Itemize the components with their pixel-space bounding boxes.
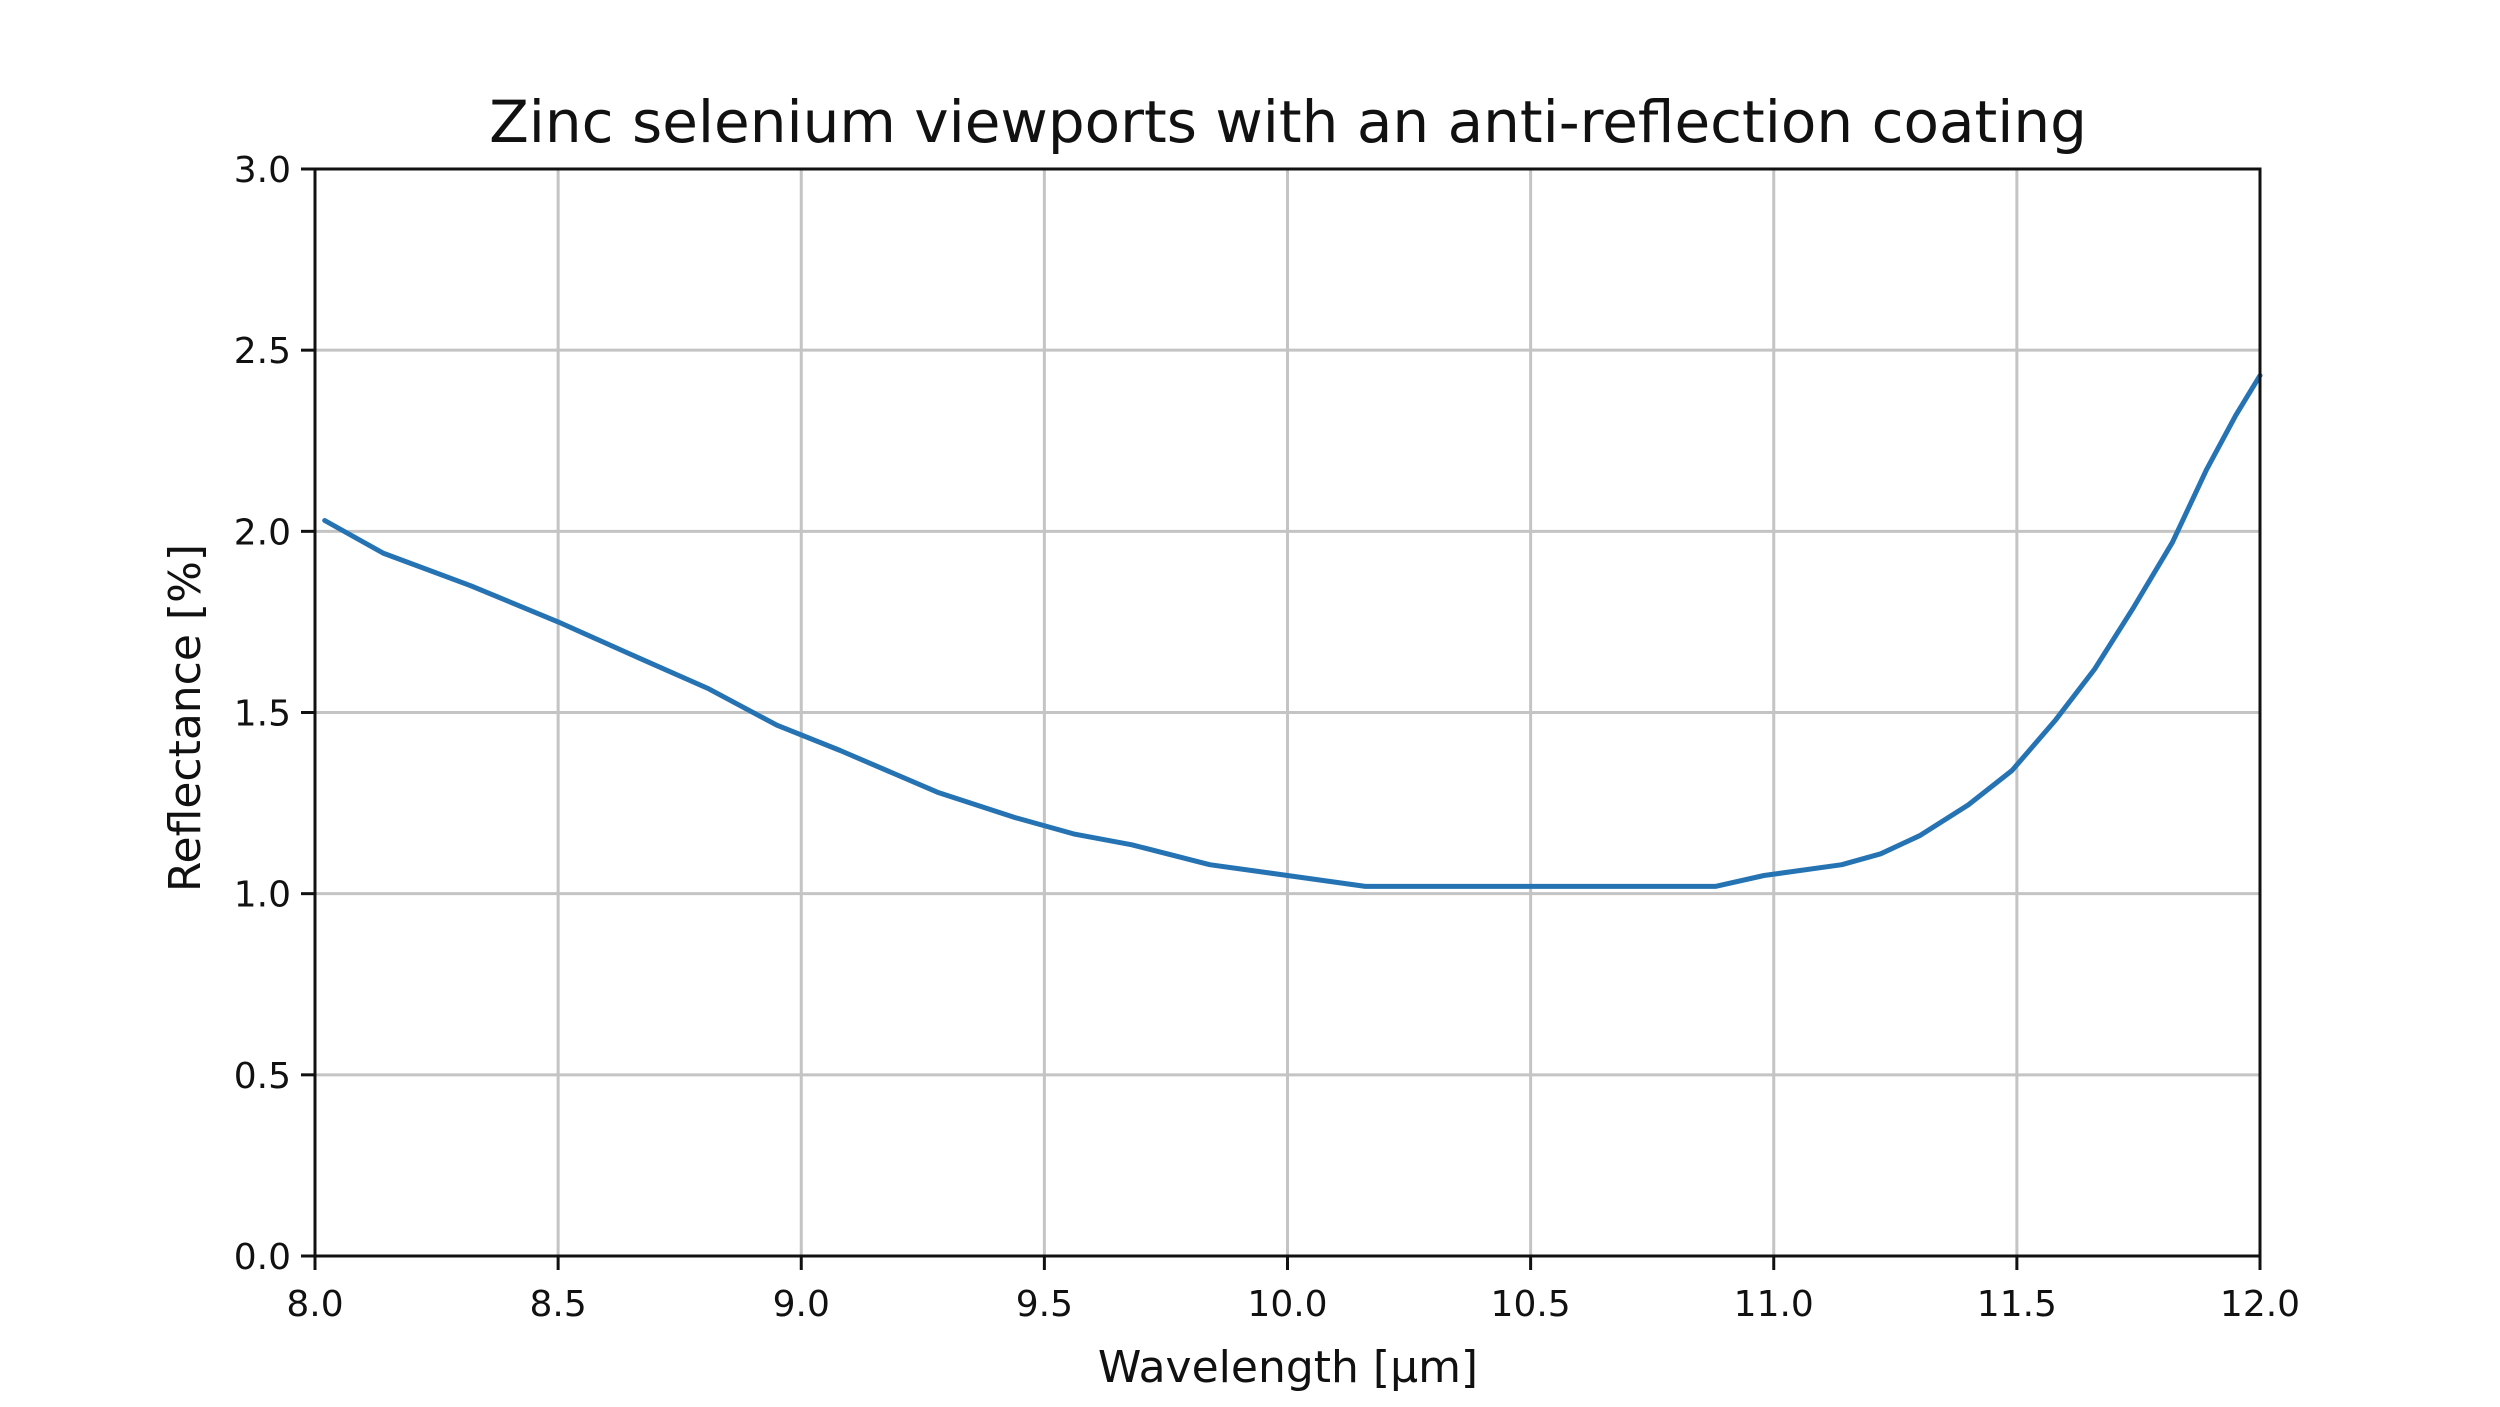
x-tick-label: 9.5: [1016, 1284, 1073, 1325]
chart-title: Zinc selenium viewports with an anti-ref…: [489, 88, 2087, 156]
y-tick-label: 3.0: [234, 150, 291, 191]
series-layer: [322, 373, 2263, 889]
x-tick-label: 9.0: [773, 1284, 830, 1325]
ticks: 8.0 8.5 9.0 9.5 10.0 10.5 11.0 11.5 12.0 0.0 0.5 1.…: [234, 150, 2300, 1325]
grid: [313, 167, 2262, 1258]
y-tick-label: 0.5: [234, 1056, 291, 1097]
x-tick-label: 11.5: [1977, 1284, 2057, 1325]
y-tick-label: 1.0: [234, 875, 291, 916]
y-axis-label: Reflectance [%]: [160, 544, 211, 892]
x-tick-label: 8.0: [286, 1284, 343, 1325]
x-tick-label: 12.0: [2220, 1284, 2300, 1325]
x-tick-label: 8.5: [529, 1284, 586, 1325]
y-tick-label: 2.0: [234, 512, 291, 553]
x-tick-label: 11.0: [1734, 1284, 1814, 1325]
x-axis-label: Wavelength [µm]: [1098, 1342, 1478, 1393]
reflectance-series-line: [322, 373, 2263, 889]
y-tick-label: 2.5: [234, 331, 291, 372]
x-tick-label: 10.5: [1491, 1284, 1571, 1325]
x-tick-label: 10.0: [1247, 1284, 1327, 1325]
y-tick-label: 1.5: [234, 694, 291, 735]
y-tick-label: 0.0: [234, 1237, 291, 1278]
